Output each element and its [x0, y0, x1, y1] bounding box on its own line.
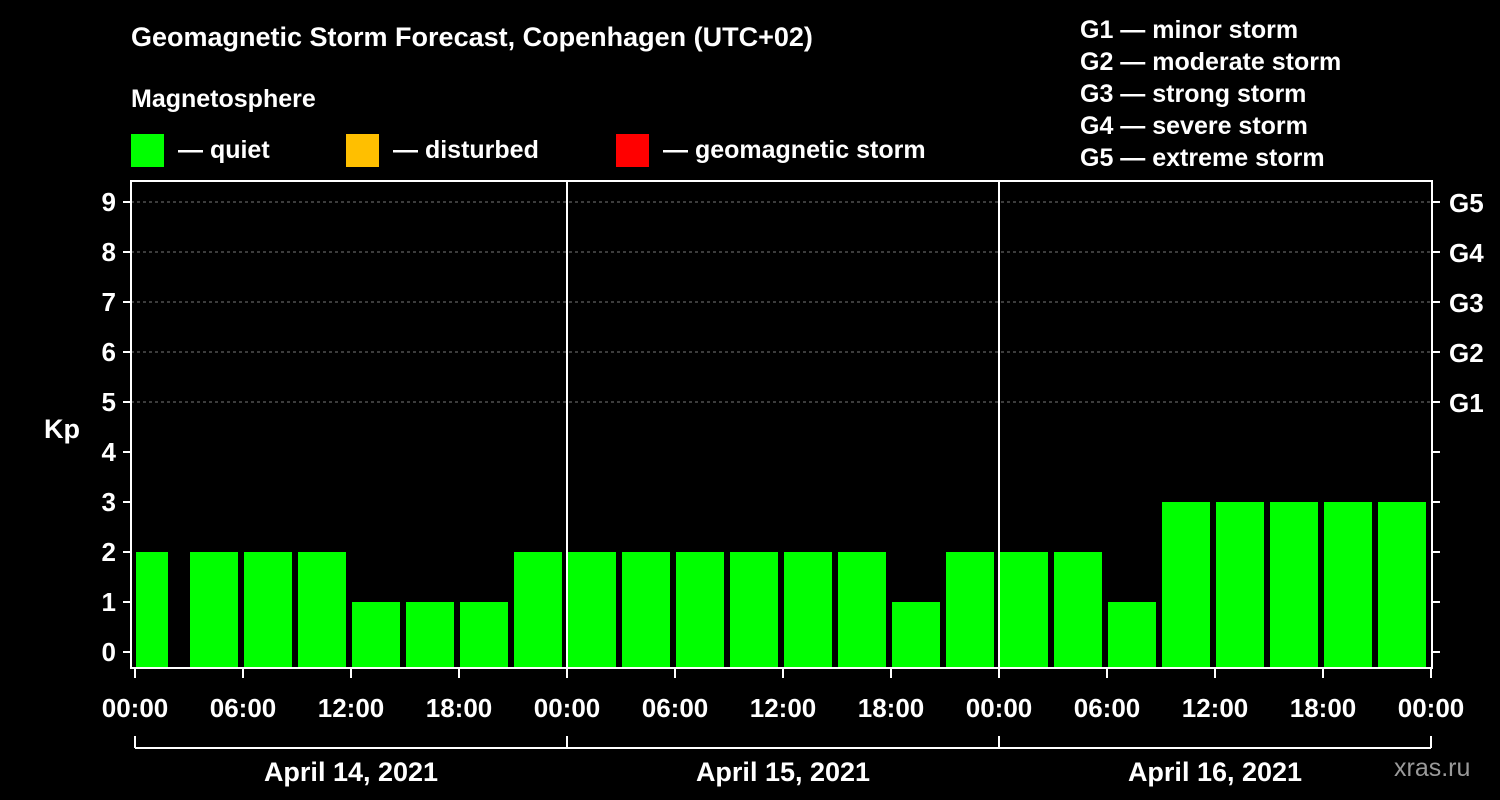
bar-4: [352, 602, 400, 668]
bar-17: [1054, 552, 1102, 668]
legend-swatch-disturbed: [346, 133, 379, 167]
bar-11: [730, 552, 778, 668]
bar-13: [838, 552, 886, 668]
bar-2: [244, 552, 292, 668]
bar-6: [460, 602, 508, 668]
chart-subtitle: Magnetosphere: [131, 85, 316, 113]
xtick-label-9: 06:00: [1074, 693, 1141, 723]
xtick-label-7: 18:00: [858, 693, 925, 723]
bar-9: [622, 552, 670, 668]
bar-23: [1378, 502, 1426, 668]
ytick-label-2: 2: [102, 537, 116, 567]
legend-swatch-storm: [616, 133, 649, 167]
bar-22: [1324, 502, 1372, 668]
storm-scale-g3: G3 — strong storm: [1080, 80, 1307, 108]
ytick-label-1: 1: [102, 587, 116, 617]
bar-5: [406, 602, 454, 668]
ytick-label-0: 0: [102, 637, 116, 667]
bar-14: [892, 602, 940, 668]
legend-item-storm: — geomagnetic storm: [616, 133, 926, 167]
xtick-label-4: 00:00: [534, 693, 601, 723]
bar-0: [136, 552, 168, 668]
watermark: xras.ru: [1394, 754, 1471, 782]
xtick-label-1: 06:00: [210, 693, 277, 723]
right-label-g2: G2: [1449, 338, 1484, 368]
bar-7: [514, 552, 562, 668]
bar-19: [1162, 502, 1210, 668]
bar-18: [1108, 602, 1156, 668]
legend-label-storm: — geomagnetic storm: [663, 135, 926, 164]
ytick-label-5: 5: [102, 387, 116, 417]
storm-scale-g4: G4 — severe storm: [1080, 112, 1308, 140]
xtick-label-11: 18:00: [1290, 693, 1357, 723]
bar-1: [190, 552, 238, 668]
ytick-label-6: 6: [102, 337, 116, 367]
day-label-2: April 16, 2021: [1128, 757, 1302, 787]
xtick-label-5: 06:00: [642, 693, 709, 723]
legend-swatch-quiet: [131, 133, 164, 167]
xtick-label-10: 12:00: [1182, 693, 1249, 723]
ytick-label-4: 4: [102, 437, 117, 467]
chart-title: Geomagnetic Storm Forecast, Copenhagen (…: [131, 22, 813, 52]
xtick-label-6: 12:00: [750, 693, 817, 723]
xtick-label-0: 00:00: [102, 693, 169, 723]
day-label-0: April 14, 2021: [264, 757, 438, 787]
legend-item-quiet: — quiet: [131, 133, 270, 167]
ytick-label-9: 9: [102, 187, 116, 217]
storm-scale-g5: G5 — extreme storm: [1080, 144, 1325, 172]
right-label-g3: G3: [1449, 288, 1484, 318]
bar-8: [568, 552, 616, 668]
xtick-label-8: 00:00: [966, 693, 1033, 723]
bar-20: [1216, 502, 1264, 668]
legend-item-disturbed: — disturbed: [346, 133, 539, 167]
day-label-1: April 15, 2021: [696, 757, 870, 787]
storm-scale-g1: G1 — minor storm: [1080, 16, 1299, 44]
y-axis-label: Kp: [44, 414, 80, 444]
storm-scale-g2: G2 — moderate storm: [1080, 48, 1342, 76]
bar-12: [784, 552, 832, 668]
ytick-label-3: 3: [102, 487, 116, 517]
storm-scale-legend: G1 — minor storm G2 — moderate storm G3 …: [1080, 14, 1341, 174]
bar-10: [676, 552, 724, 668]
xtick-label-12: 00:00: [1398, 693, 1465, 723]
bar-3: [298, 552, 346, 668]
bar-16: [1000, 552, 1048, 668]
ytick-label-8: 8: [102, 237, 116, 267]
plot-frame: [130, 180, 1433, 669]
bar-15: [946, 552, 994, 668]
legend-label-disturbed: — disturbed: [393, 135, 539, 164]
xtick-label-3: 18:00: [426, 693, 493, 723]
right-label-g1: G1: [1449, 388, 1484, 418]
ytick-label-7: 7: [102, 287, 116, 317]
legend-label-quiet: — quiet: [178, 135, 270, 164]
right-label-g5: G5: [1449, 188, 1484, 218]
right-label-g4: G4: [1449, 238, 1484, 268]
bar-21: [1270, 502, 1318, 668]
xtick-label-2: 12:00: [318, 693, 385, 723]
